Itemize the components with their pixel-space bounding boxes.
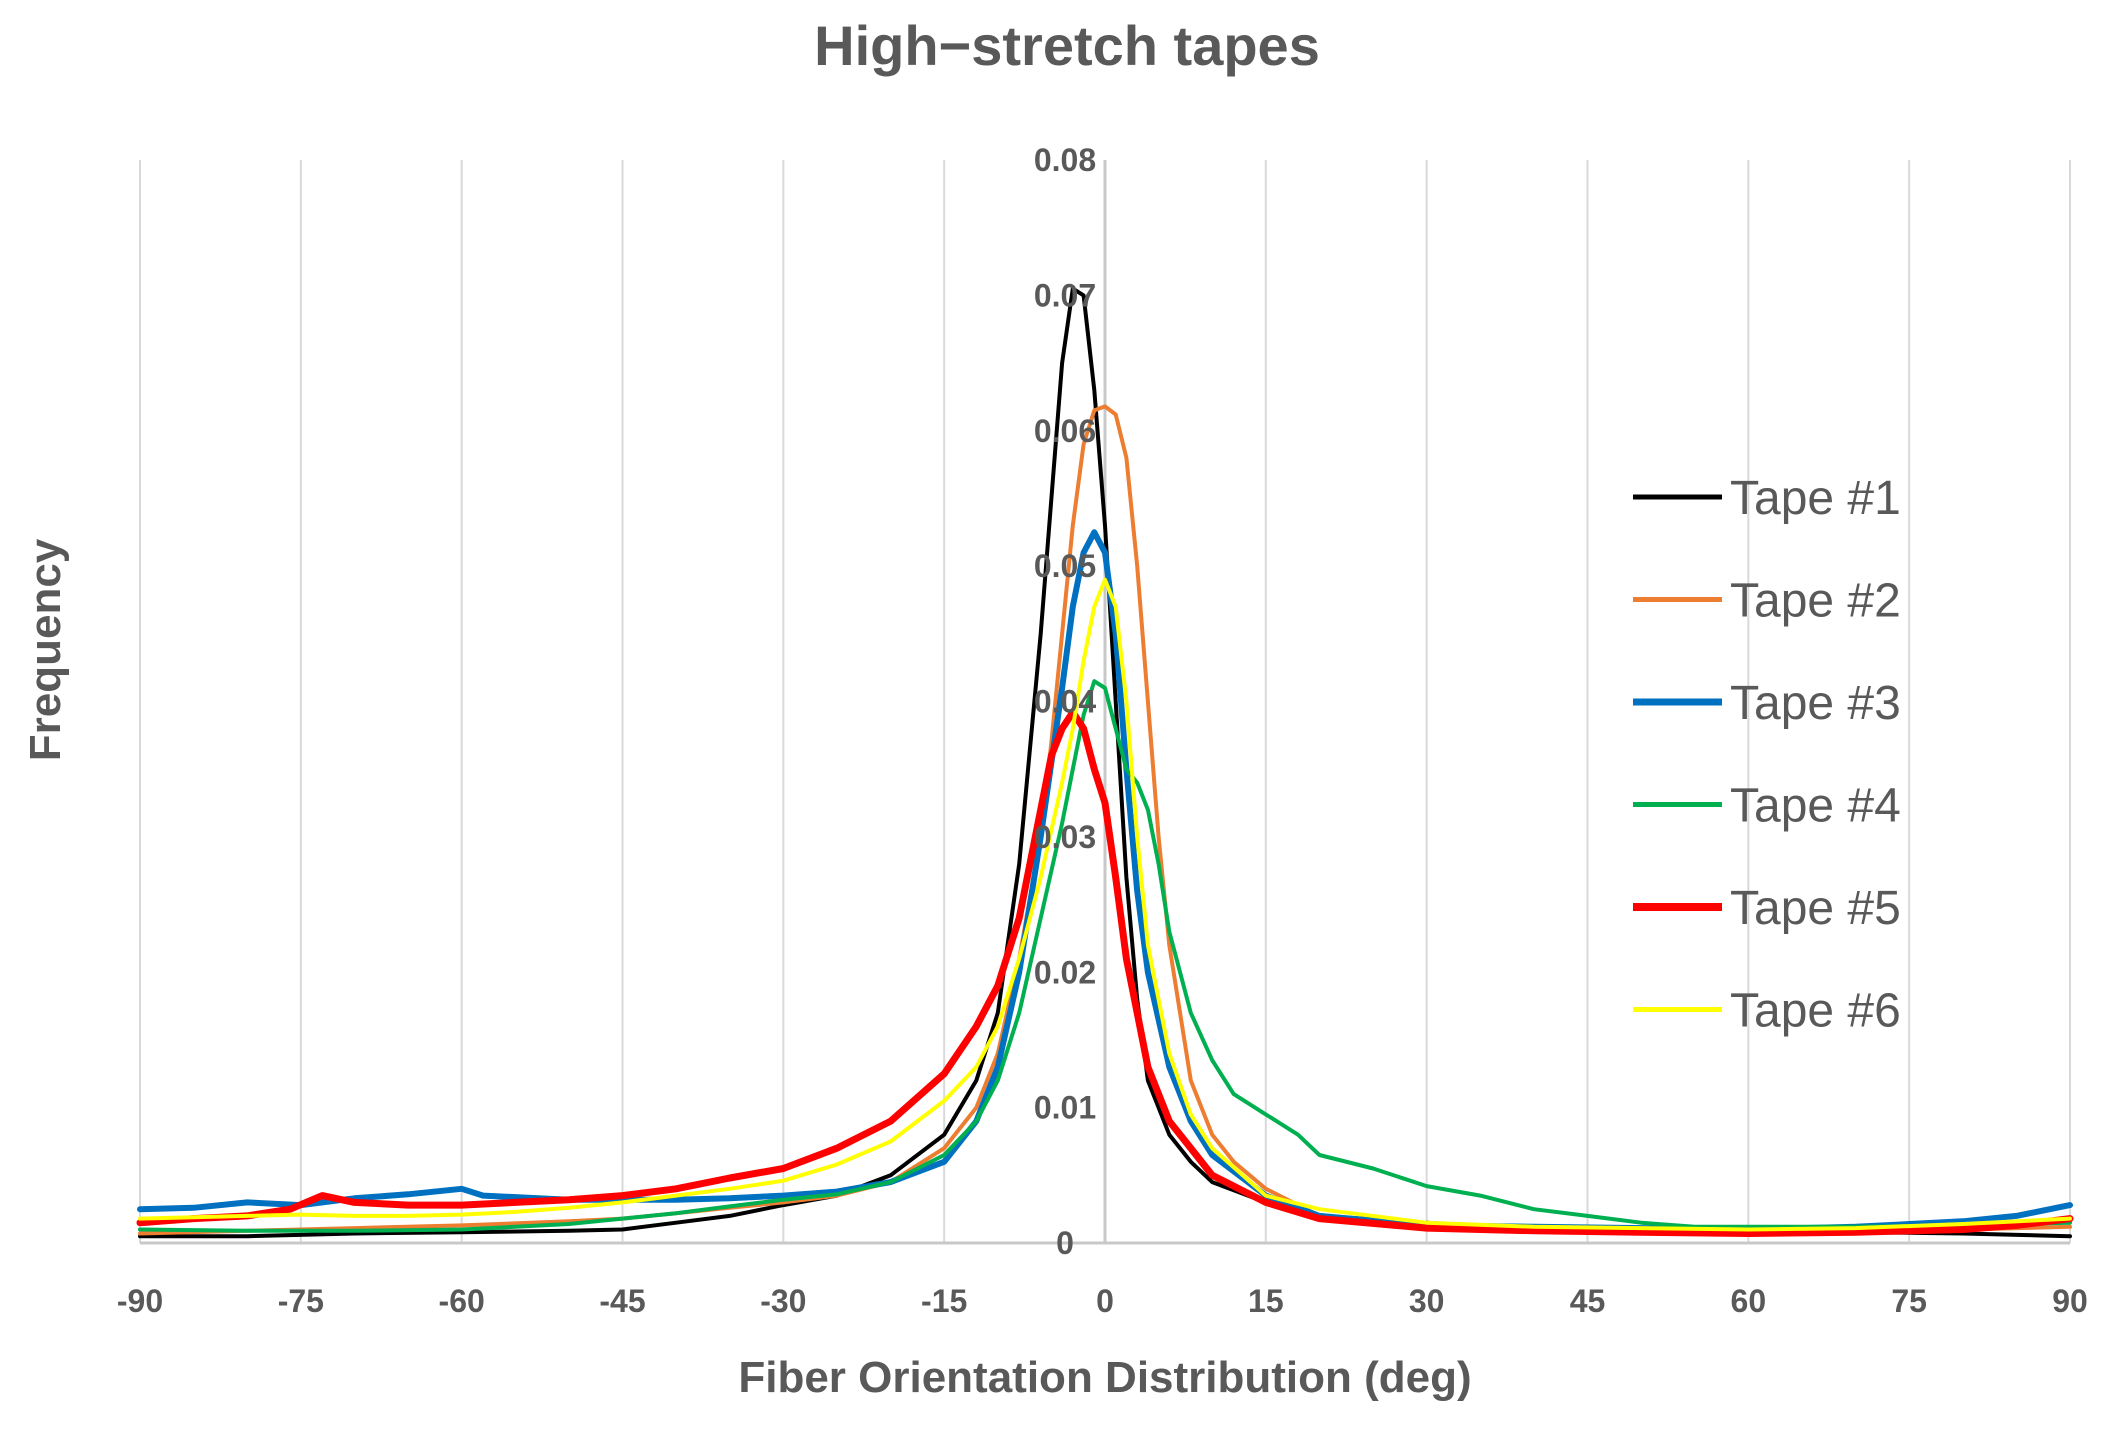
x-tick-label: 30	[1409, 1283, 1445, 1319]
x-tick-label: 0	[1096, 1283, 1114, 1319]
x-tick-label: 15	[1248, 1283, 1284, 1319]
x-tick-label: -45	[599, 1283, 645, 1319]
legend-label: Tape #2	[1730, 575, 1901, 628]
y-tick-label: 0.07	[1034, 277, 1096, 313]
y-tick-label: 0.01	[1034, 1090, 1096, 1126]
series-line-tape-4	[138, 679, 2072, 1233]
x-tick-label: -60	[439, 1283, 485, 1319]
chart-title: High−stretch tapes	[814, 14, 1320, 77]
series-line-tape-5	[136, 708, 2074, 1237]
y-tick-label: 0	[1056, 1225, 1074, 1261]
x-tick-label: 60	[1731, 1283, 1767, 1319]
y-tick-label: 0.06	[1034, 413, 1096, 449]
x-tick-label: 45	[1570, 1283, 1606, 1319]
series-layer	[136, 286, 2074, 1239]
x-tick-label: -90	[117, 1283, 163, 1319]
legend-item: Tape #1	[1633, 472, 1901, 525]
legend-item: Tape #3	[1633, 677, 1901, 730]
x-tick-label: -75	[278, 1283, 324, 1319]
y-tick-label: 0.02	[1034, 954, 1096, 990]
x-tick-label: -15	[921, 1283, 967, 1319]
gridlines	[139, 160, 2071, 1245]
legend-label: Tape #6	[1730, 985, 1901, 1038]
x-tick-labels: -90 -75 -60 -45 -30 -15 0 15 30 45 60 75 90	[117, 1283, 2088, 1319]
legend-label: Tape #5	[1730, 882, 1901, 935]
legend-item: Tape #2	[1633, 575, 1901, 628]
x-axis-title: Fiber Orientation Distribution (deg)	[738, 1353, 1471, 1402]
y-tick-label: 0.05	[1034, 548, 1096, 584]
legend-label: Tape #1	[1730, 472, 1901, 525]
y-tick-label: 0.03	[1034, 819, 1096, 855]
y-tick-label: 0.04	[1034, 684, 1096, 720]
y-tick-label: 0.08	[1034, 142, 1096, 178]
legend: Tape #1 Tape #2 Tape #3 Tape #4 Tape #5 Tape …	[1633, 472, 1901, 1038]
y-tick-labels: 0 0.01 0.02 0.03 0.04 0.05 0.06 0.07 0.08	[1034, 142, 1096, 1261]
x-tick-label: 90	[2052, 1283, 2088, 1319]
legend-label: Tape #3	[1730, 677, 1901, 730]
y-axis-title: Frequency	[21, 538, 70, 761]
x-tick-label: -30	[760, 1283, 806, 1319]
x-tick-label: 75	[1891, 1283, 1927, 1319]
legend-item: Tape #5	[1633, 882, 1901, 935]
legend-label: Tape #4	[1730, 780, 1901, 833]
legend-item: Tape #4	[1633, 780, 1901, 833]
series-line-tape-6	[138, 577, 2072, 1232]
legend-item: Tape #6	[1633, 985, 1901, 1038]
